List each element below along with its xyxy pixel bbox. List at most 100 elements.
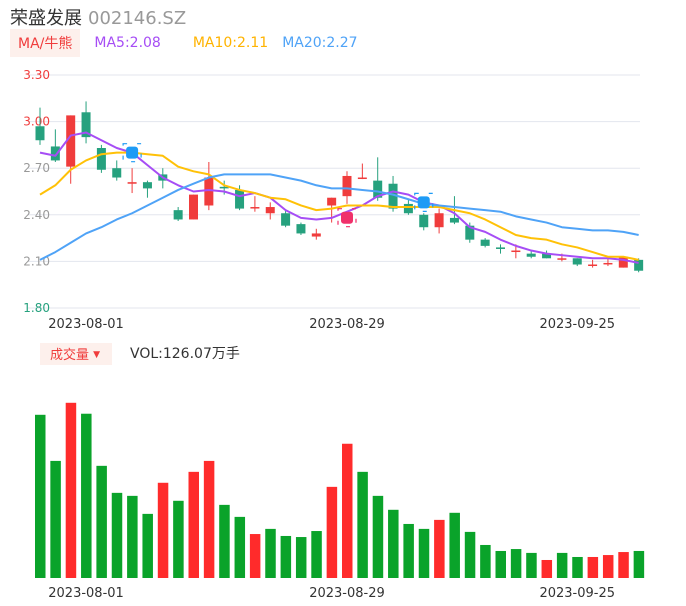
volume-bar [173,500,184,578]
volume-bar [388,509,399,578]
candle-down [173,210,183,220]
volume-bar [434,519,445,578]
ma20-line [39,173,639,261]
candle-up [603,262,613,265]
candle-down [419,214,429,228]
volume-value: VOL:126.07万手 [130,346,240,362]
candle-up [588,264,598,267]
stock-name: 荣盛发展 [10,8,82,29]
candle-down [465,225,475,240]
volume-bar [326,486,338,578]
ma10-line [39,151,639,261]
candle-up [66,115,76,167]
candle-up [127,182,137,184]
candle-up [204,177,214,206]
candle-up [311,233,321,237]
volume-bar [234,516,246,578]
ma5-line [39,131,639,264]
volume-bar [219,504,230,578]
candle-up [265,207,275,214]
candle-down [449,217,459,223]
volume-bar [403,523,414,578]
candle-down [572,258,582,265]
volume-x-tick-label: 2023-08-29 [309,586,385,601]
volume-bar [572,556,583,578]
volume-bar [618,552,629,578]
candle-down [403,203,413,214]
y-tick-label: 2.40 [23,208,50,222]
y-tick-label: 1.80 [23,301,50,315]
volume-bar [526,552,537,578]
volume-bar [587,556,599,578]
volume-bar [541,559,553,578]
volume-bar [602,555,614,578]
bear-signal-icon [126,146,139,159]
y-tick-label: 3.00 [23,115,50,129]
indicator-selector[interactable]: MA/牛熊 [10,28,81,57]
x-tick-label: 2023-08-29 [309,317,385,332]
volume-bar [510,549,522,578]
volume-bar [464,531,476,578]
ma10-value: MA10:2.11 [192,34,269,51]
candle-up [511,250,521,253]
candle-down [35,126,45,141]
volume-bar [372,495,384,578]
volume-indicator-selector[interactable]: 成交量 ▼ [40,343,113,365]
candle-up [357,177,367,180]
candle-down [388,183,398,209]
volume-bar [295,537,307,578]
y-tick-label: 2.70 [23,161,50,175]
volume-bar [188,471,199,578]
y-tick-label: 3.30 [23,68,50,82]
volume-bar [249,534,261,578]
dropdown-arrow-icon: ▼ [93,350,101,360]
volume-bar [480,544,491,578]
candle-down [373,180,383,198]
volume-bar [50,460,61,578]
candle-down [112,168,122,178]
candle-down [235,189,245,209]
candle-up [189,194,198,220]
volume-bar [280,535,292,578]
candle-down [296,224,306,234]
volume-bar [157,482,169,578]
candle-down [96,148,106,170]
candle-up [557,258,567,260]
stock-code: 002146.SZ [88,8,187,29]
candle-up [618,256,628,268]
volume-bar [111,492,123,578]
candle-down [496,247,505,249]
volume-x-tick-label: 2023-09-25 [539,586,615,601]
volume-bar [127,495,138,578]
x-tick-label: 2023-09-25 [539,317,615,332]
bear-signal-icon [417,196,430,209]
volume-bar [265,528,276,578]
candle-up [434,213,444,228]
ma-legend: MA/牛熊 MA5:2.08 MA10:2.11 MA20:2.27 [10,28,372,57]
blue-signal-frame [122,143,142,163]
x-tick-label: 2023-08-01 [48,317,124,332]
blue-signal-frame [414,192,434,212]
volume-bar [142,513,153,578]
candle-up [250,207,260,209]
candle-down [480,239,490,246]
candle-up [342,175,352,197]
volume-bar [311,531,322,578]
volume-bar [96,465,107,578]
volume-bar [203,460,215,578]
candle-down [634,259,644,271]
candle-down [219,186,229,189]
candle-down [142,182,152,189]
candle-up [327,197,337,206]
volume-bar [342,443,353,578]
volume-bar [35,414,46,578]
pink-signal-frame [337,208,357,228]
volume-bar [65,402,77,578]
volume-bar [556,552,568,578]
volume-bar [357,471,368,578]
volume-bar [418,528,430,578]
stock-title: 荣盛发展 002146.SZ [10,4,186,30]
volume-bar [81,413,92,578]
candle-down [281,213,291,226]
